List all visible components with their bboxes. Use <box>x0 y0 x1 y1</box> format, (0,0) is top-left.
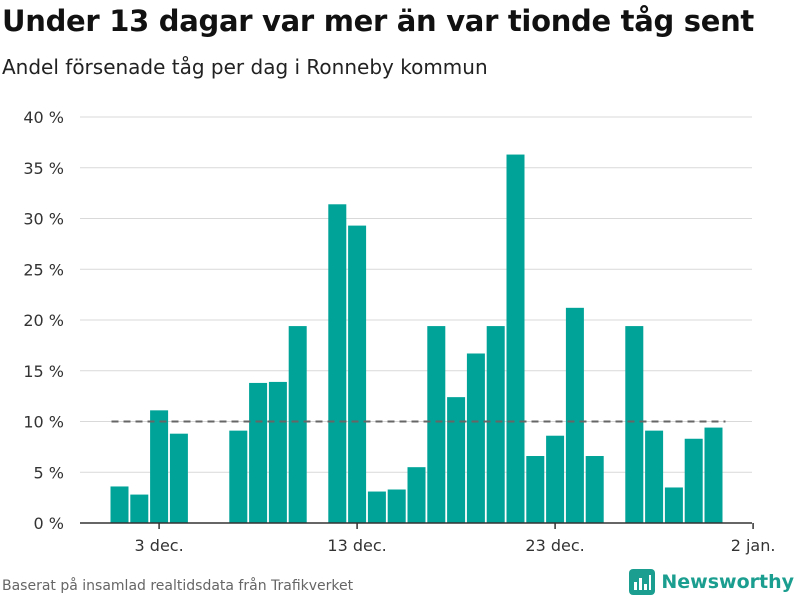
bar <box>407 467 426 523</box>
bar <box>328 204 347 524</box>
bars <box>110 154 723 524</box>
source-note: Baserat på insamlad realtidsdata från Tr… <box>2 578 354 594</box>
y-tick-label: 40 % <box>23 108 64 127</box>
y-tick-label: 20 % <box>23 311 64 330</box>
bar <box>585 456 604 523</box>
bar <box>110 486 129 523</box>
bar <box>506 154 525 523</box>
bar <box>348 225 367 524</box>
bar <box>288 326 307 523</box>
bar <box>169 433 188 523</box>
bar <box>645 430 664 523</box>
bar <box>565 307 584 523</box>
bar <box>447 397 466 523</box>
x-tick-label: 23 dec. <box>525 536 584 555</box>
bar <box>486 326 505 523</box>
bar <box>387 489 406 523</box>
y-tick-label: 25 % <box>23 260 64 279</box>
bar <box>229 430 248 523</box>
bar <box>427 326 446 523</box>
bar <box>546 435 565 523</box>
gridlines <box>80 116 752 473</box>
brand-logo: Newsworthy <box>629 569 794 595</box>
bar <box>249 382 268 523</box>
bar <box>625 326 644 523</box>
y-tick-label: 30 % <box>23 210 64 229</box>
x-tick-label: 3 dec. <box>135 536 184 555</box>
bar <box>466 353 485 523</box>
y-axis-labels: 0 % 5 % 10 % 15 % 20 % 25 % 30 % 35 % 40 % <box>23 108 64 533</box>
bar <box>704 427 723 523</box>
y-tick-label: 0 % <box>34 514 64 533</box>
bar <box>526 456 545 523</box>
y-tick-label: 15 % <box>23 362 64 381</box>
bar <box>664 487 683 523</box>
bar <box>684 438 703 523</box>
x-axis: 3 dec. 13 dec. 23 dec. 2 jan. <box>80 522 776 555</box>
brand-name: Newsworthy <box>661 571 794 593</box>
x-tick-label: 2 jan. <box>731 536 776 555</box>
x-tick-label: 13 dec. <box>327 536 386 555</box>
bar <box>268 381 287 523</box>
chart-subtitle: Andel försenade tåg per dag i Ronneby ko… <box>2 55 488 79</box>
bar <box>367 491 386 523</box>
newsworthy-logo-icon <box>629 569 656 595</box>
bar <box>150 410 169 523</box>
chart-title: Under 13 dagar var mer än var tionde tåg… <box>2 4 754 38</box>
bar <box>130 494 149 523</box>
y-tick-label: 5 % <box>34 463 64 482</box>
y-tick-label: 10 % <box>23 413 64 432</box>
y-tick-label: 35 % <box>23 159 64 178</box>
